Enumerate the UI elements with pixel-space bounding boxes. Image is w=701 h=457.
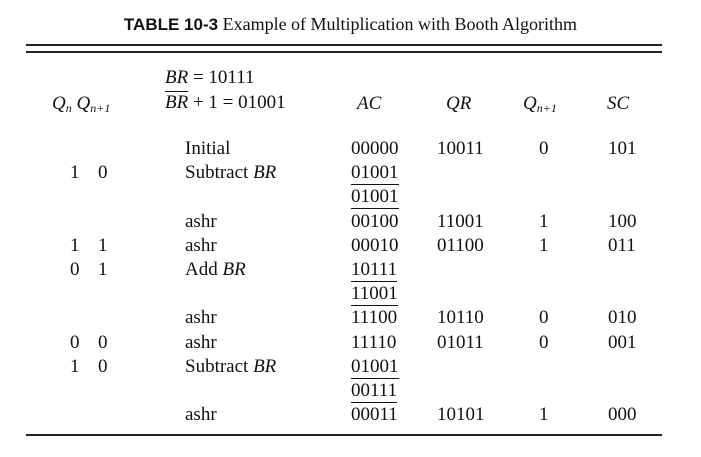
- row-7-operation: ashr: [185, 307, 217, 329]
- row-8-operation: ashr: [185, 332, 217, 354]
- ac-value: 00011: [351, 404, 398, 425]
- row-3-operation: ashr: [185, 211, 217, 233]
- operation-operand: BR: [217, 259, 246, 280]
- row-0-ac: 00000: [351, 138, 399, 160]
- header-qn: Q: [52, 93, 66, 114]
- header-qn-sub: n: [65, 101, 72, 115]
- row-3-qr: 11001: [437, 211, 484, 232]
- ac-value: 01001: [351, 186, 399, 209]
- row-4-qn1: 1: [98, 235, 108, 256]
- ac-value: 11100: [351, 307, 398, 328]
- row-2-ac: 01001: [351, 186, 399, 209]
- ac-value: 10111: [351, 259, 398, 282]
- row-3-ac: 00100: [351, 211, 399, 233]
- operation-text: Add: [185, 259, 218, 280]
- row-8-qn1: 0: [98, 332, 108, 353]
- ac-value: 11110: [351, 332, 397, 353]
- header-br-line: BR = 10111: [165, 67, 255, 88]
- header-brbar-line: BR + 1 = 01001: [165, 92, 286, 114]
- row-3-qn1-value: 1: [539, 211, 549, 232]
- operation-text: Subtract: [185, 162, 249, 183]
- row-11-operation: ashr: [185, 404, 217, 426]
- row-0-qr: 10011: [437, 138, 484, 159]
- header-sc: SC: [607, 93, 630, 114]
- ac-value: 00111: [351, 380, 398, 403]
- operation-operand: BR: [248, 356, 277, 377]
- row-5-ac: 10111: [351, 259, 398, 282]
- operation-text: ashr: [185, 235, 217, 256]
- row-7-ac: 11100: [351, 307, 397, 329]
- row-10-ac: 00111: [351, 380, 398, 403]
- row-1-operation: Subtract BR: [185, 162, 276, 184]
- row-7-qr: 10110: [437, 307, 484, 328]
- ac-value: 00010: [351, 235, 399, 256]
- ac-value: 01001: [351, 356, 399, 379]
- row-4-qr: 01100: [437, 235, 484, 256]
- row-1-qn1: 0: [98, 162, 108, 183]
- row-11-qn1-value: 1: [539, 404, 549, 425]
- header-qr: QR: [446, 93, 472, 114]
- row-0-operation: Initial: [185, 138, 230, 160]
- row-3-sc: 100: [608, 211, 637, 232]
- row-9-ac: 01001: [351, 356, 399, 379]
- row-7-qn1-value: 0: [539, 307, 549, 328]
- ac-value: 01001: [351, 162, 399, 185]
- ac-value: 11001: [351, 283, 398, 306]
- header-qnplus1: Qn+1: [523, 93, 557, 119]
- row-8-qn: 0: [70, 332, 80, 353]
- table-label: TABLE 10-3: [123, 15, 219, 34]
- row-11-ac: 00011: [351, 404, 398, 426]
- top-rule-2: [26, 51, 662, 53]
- row-1-ac: 01001: [351, 162, 399, 185]
- header-qnplus1-sub: n+1: [536, 101, 557, 115]
- header-ac: AC: [357, 93, 382, 114]
- header-qn1-sub: n+1: [90, 101, 111, 115]
- row-11-qr: 10101: [437, 404, 485, 425]
- row-7-sc: 010: [608, 307, 637, 328]
- header-qnplus1-q: Q: [523, 93, 537, 114]
- row-4-qn1-value: 1: [539, 235, 549, 256]
- ac-value: 00000: [351, 138, 399, 159]
- row-5-qn: 0: [70, 259, 80, 280]
- row-8-ac: 11110: [351, 332, 396, 354]
- operation-text: ashr: [185, 332, 217, 353]
- row-5-qn1: 1: [98, 259, 108, 280]
- header-qn-qn1: Qn Qn+1: [52, 93, 110, 119]
- row-0-sc: 101: [608, 138, 637, 159]
- row-8-qr: 01011: [437, 332, 484, 353]
- operation-text: Subtract: [185, 356, 249, 377]
- row-5-operation: Add BR: [185, 259, 246, 281]
- row-8-qn1-value: 0: [539, 332, 549, 353]
- row-4-sc: 011: [608, 235, 636, 256]
- row-1-qn: 1: [70, 162, 80, 183]
- operation-operand: BR: [248, 162, 277, 183]
- operation-text: ashr: [185, 404, 217, 425]
- top-rule-1: [26, 44, 662, 46]
- table-caption: TABLE 10-3 Example of Multiplication wit…: [0, 14, 701, 35]
- header-brbar-value: + 1 = 01001: [188, 92, 286, 113]
- row-4-operation: ashr: [185, 235, 217, 257]
- row-0-qn1-value: 0: [539, 138, 549, 159]
- header-qn1: Q: [76, 93, 91, 114]
- bottom-rule: [26, 434, 662, 436]
- row-11-sc: 000: [608, 404, 637, 425]
- operation-text: Initial: [185, 138, 231, 159]
- table-title: Example of Multiplication with Booth Alg…: [222, 14, 578, 34]
- operation-text: ashr: [185, 211, 217, 232]
- row-4-qn: 1: [70, 235, 80, 256]
- row-8-sc: 001: [608, 332, 637, 353]
- header-brbar: BR: [165, 92, 189, 113]
- operation-text: ashr: [185, 307, 217, 328]
- row-6-ac: 11001: [351, 283, 398, 306]
- row-9-operation: Subtract BR: [185, 356, 276, 378]
- row-9-qn1: 0: [98, 356, 108, 377]
- row-9-qn: 1: [70, 356, 80, 377]
- row-4-ac: 00010: [351, 235, 399, 257]
- ac-value: 00100: [351, 211, 399, 232]
